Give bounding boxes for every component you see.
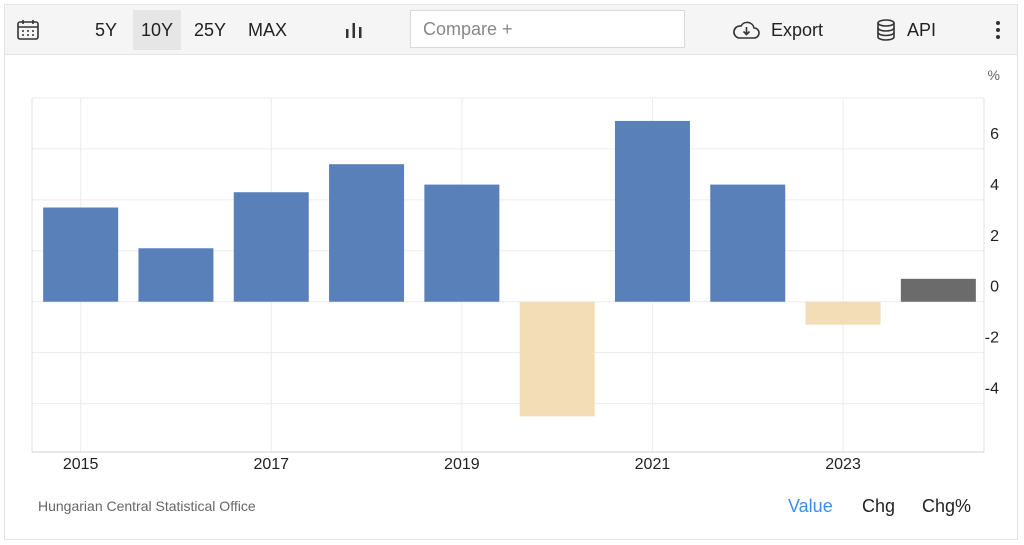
y-unit-label: % <box>988 67 1000 83</box>
bar-chart-icon[interactable] <box>339 5 369 55</box>
cloud-download-icon <box>733 21 760 39</box>
y-tick-label: -4 <box>985 381 999 398</box>
bar-2024[interactable] <box>900 278 976 302</box>
range-10y-button[interactable]: 10Y <box>133 10 182 50</box>
bar-2022[interactable] <box>710 184 786 302</box>
bar-2023[interactable] <box>805 301 881 325</box>
x-tick-label: 2019 <box>444 456 480 473</box>
tab-value[interactable]: Value <box>788 496 833 516</box>
y-tick-label: -2 <box>985 330 999 347</box>
range-5y-button[interactable]: 5Y <box>95 19 118 40</box>
x-tick-label: 2017 <box>253 456 289 473</box>
chart-grid <box>31 97 985 453</box>
y-axis-labels: -4 -2 0 2 4 6 <box>985 126 999 398</box>
api-button[interactable]: API <box>875 5 936 55</box>
x-tick-label: 2015 <box>63 456 99 473</box>
bar-2018[interactable] <box>329 164 405 302</box>
y-tick-label: 2 <box>990 228 999 245</box>
more-options-icon[interactable] <box>987 5 1009 55</box>
y-tick-label: 6 <box>990 126 999 143</box>
bar-2020[interactable] <box>519 301 595 417</box>
api-label: API <box>907 19 937 40</box>
chart-bars <box>43 120 976 417</box>
tab-chg-percent[interactable]: Chg% <box>922 496 972 516</box>
x-tick-label: 2021 <box>635 456 671 473</box>
range-max-button[interactable]: MAX <box>248 19 288 40</box>
export-button[interactable]: Export <box>731 5 823 55</box>
calendar-icon[interactable] <box>13 5 43 55</box>
database-icon <box>877 19 895 41</box>
source-label: Hungarian Central Statistical Office <box>38 498 256 514</box>
x-tick-label: 2023 <box>825 456 861 473</box>
bar-2017[interactable] <box>233 192 309 302</box>
bar-2016[interactable] <box>138 248 214 302</box>
bar-2021[interactable] <box>614 120 690 302</box>
tab-chg[interactable]: Chg <box>862 496 896 516</box>
export-label: Export <box>771 19 824 40</box>
y-tick-label: 4 <box>990 177 999 194</box>
compare-input[interactable] <box>410 10 685 48</box>
bar-chart: -4 -2 0 2 4 6 2015 2017 2019 2021 2023 % <box>31 67 1000 473</box>
range-25y-button[interactable]: 25Y <box>194 19 227 40</box>
x-axis-labels: 2015 2017 2019 2021 2023 <box>63 456 861 473</box>
bar-2015[interactable] <box>43 207 119 302</box>
y-tick-label: 0 <box>990 279 999 296</box>
bar-2019[interactable] <box>424 184 500 302</box>
